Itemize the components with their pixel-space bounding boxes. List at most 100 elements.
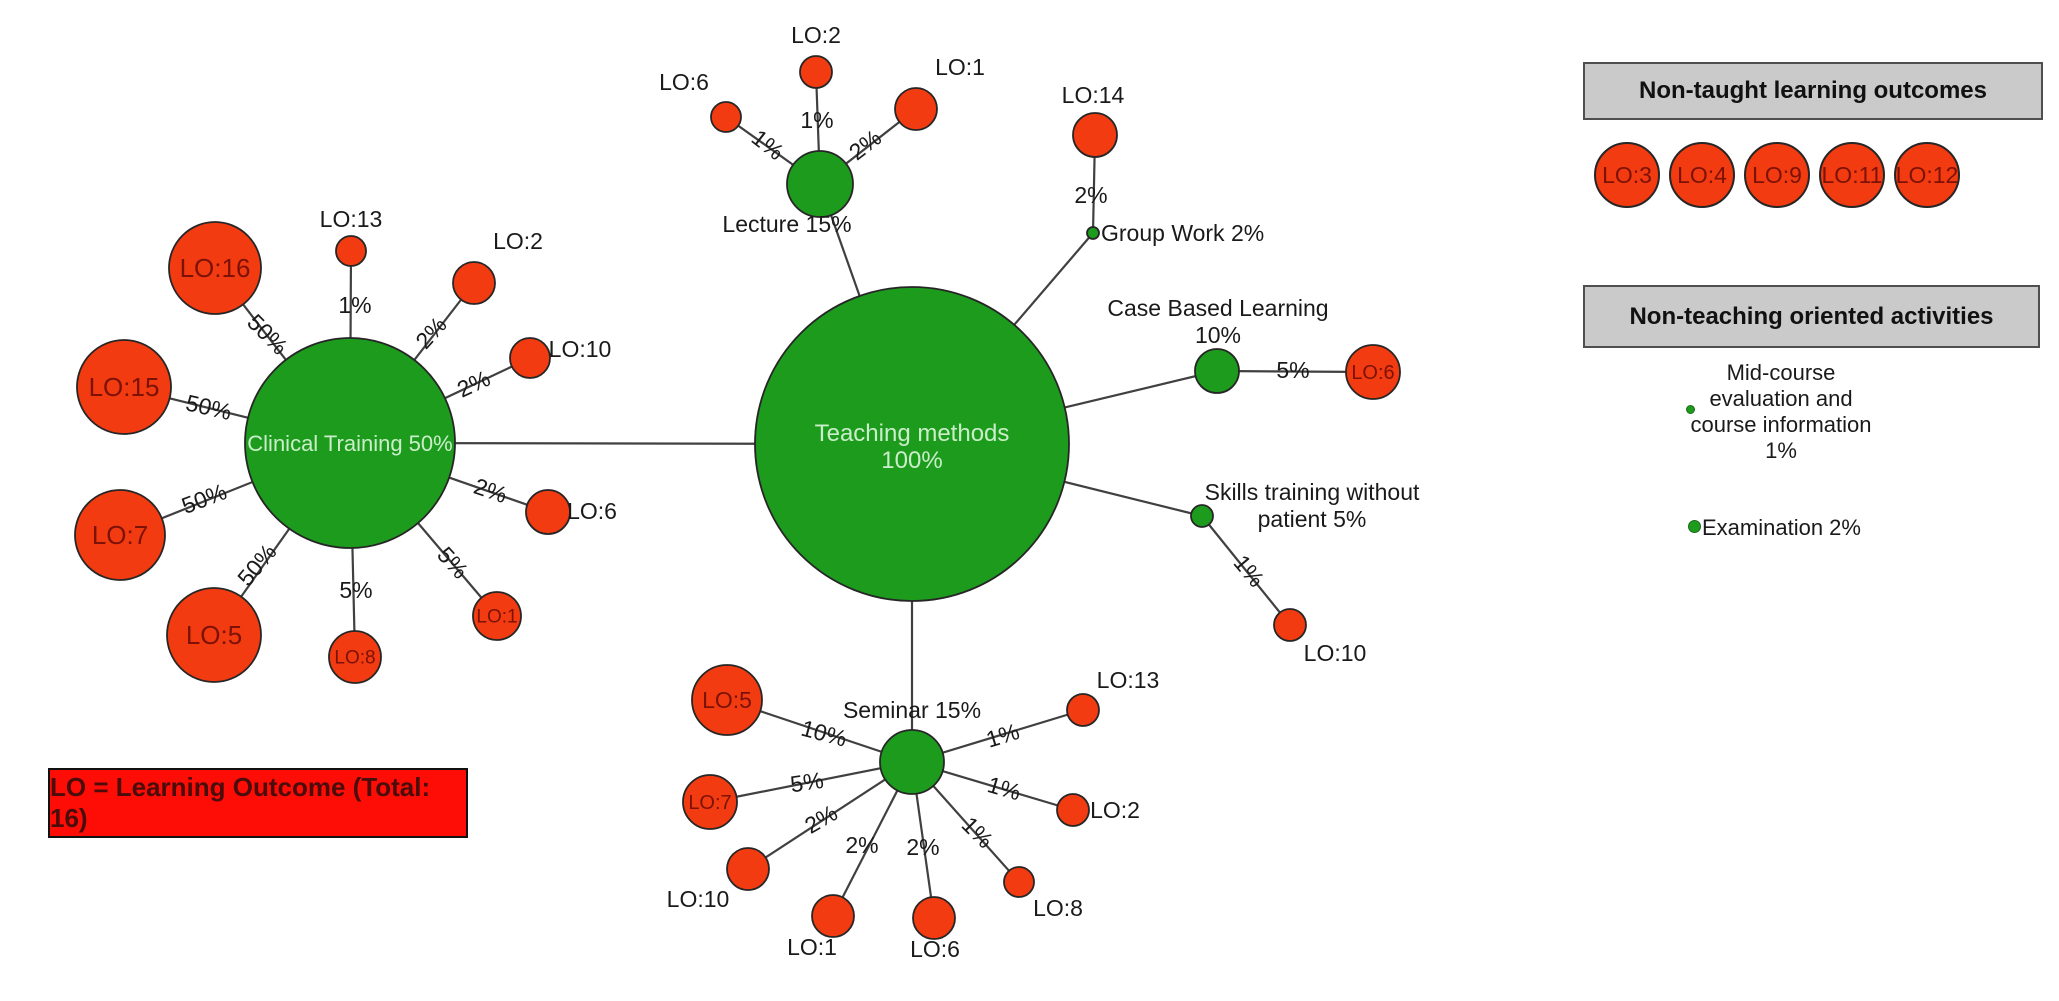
legend-lo-circle: LO:12 bbox=[1894, 142, 1960, 208]
node-ct-lo8 bbox=[328, 630, 382, 684]
lo-note-text: LO = Learning Outcome (Total: 16) bbox=[50, 772, 431, 833]
legend-lo-circle: LO:9 bbox=[1744, 142, 1810, 208]
node-st-lo10 bbox=[1273, 608, 1307, 642]
node-sem-lo2 bbox=[1056, 793, 1090, 827]
label-skills-training: Skills training without bbox=[1205, 479, 1420, 505]
edge-label-clinical-training--ct-lo10: 2% bbox=[453, 365, 494, 403]
label-gw-lo14: LO:14 bbox=[1062, 82, 1125, 108]
label-ct-lo16: LO:16 bbox=[180, 253, 251, 283]
node-ct-lo1 bbox=[472, 591, 522, 641]
node-lec-lo2 bbox=[799, 55, 833, 89]
node-seminar bbox=[879, 729, 945, 795]
label-lec-lo6: LO:6 bbox=[659, 69, 709, 95]
node-gw-lo14 bbox=[1072, 112, 1118, 158]
label-sem-lo13: LO:13 bbox=[1097, 667, 1160, 693]
label-lec-lo2: LO:2 bbox=[791, 22, 841, 48]
edge-label-lecture--lec-lo2: 1% bbox=[800, 107, 833, 133]
label-teaching-methods: Teaching methods bbox=[815, 420, 1010, 447]
examination-entry: Examination 2% bbox=[1702, 515, 1861, 540]
node-ct-lo7 bbox=[74, 489, 166, 581]
label-clinical-training: Clinical Training 50% bbox=[247, 431, 452, 456]
label-lecture: Lecture 15% bbox=[722, 211, 851, 237]
node-sem-lo1 bbox=[811, 894, 855, 938]
edge-label-clinical-training--ct-lo16: 50% bbox=[242, 309, 293, 360]
label-lec-lo1: LO:1 bbox=[935, 54, 985, 80]
label-ct-lo10: LO:10 bbox=[549, 336, 612, 362]
node-ct-lo13 bbox=[335, 235, 367, 267]
edge-label-seminar--sem-lo13: 1% bbox=[983, 718, 1022, 753]
node-cbl-lo6 bbox=[1345, 344, 1401, 400]
label-ct-lo6: LO:6 bbox=[567, 498, 617, 524]
label-ct-lo8: LO:8 bbox=[334, 648, 375, 669]
node-lec-lo1 bbox=[894, 87, 938, 131]
label-case-based-learning: Case Based Learning bbox=[1107, 295, 1328, 321]
edge-label-clinical-training--ct-lo6: 2% bbox=[471, 473, 511, 508]
edge-label-clinical-training--ct-lo15: 50% bbox=[183, 389, 234, 425]
node-sem-lo10 bbox=[726, 847, 770, 891]
legend-non-taught-circles: LO:3 LO:4 LO:9 LO:11 LO:12 bbox=[1594, 142, 1960, 208]
edge-label-clinical-training--ct-lo13: 1% bbox=[338, 292, 371, 318]
mid-course-dot-icon bbox=[1686, 405, 1695, 414]
label-ct-lo7: LO:7 bbox=[92, 520, 148, 550]
node-ct-lo2 bbox=[452, 261, 496, 305]
node-ct-lo15 bbox=[76, 339, 172, 435]
label-ct-lo2: LO:2 bbox=[493, 228, 543, 254]
node-sem-lo5 bbox=[691, 664, 763, 736]
node-ct-lo6 bbox=[525, 489, 571, 535]
node-ct-lo5 bbox=[166, 587, 262, 683]
edge-label-seminar--sem-lo6: 2% bbox=[906, 834, 939, 860]
label-sem-lo7: LO:7 bbox=[688, 792, 731, 814]
label-sem-lo5: LO:5 bbox=[702, 687, 752, 713]
legend-lo-circle: LO:11 bbox=[1819, 142, 1885, 208]
label-group-work: Group Work 2% bbox=[1101, 220, 1264, 246]
edge-label-clinical-training--ct-lo8: 5% bbox=[339, 577, 372, 603]
edge-label-seminar--sem-lo2: 1% bbox=[985, 771, 1024, 805]
node-lecture bbox=[786, 150, 854, 218]
edge-skills-training--st-lo10 bbox=[1201, 515, 1291, 626]
edge-label-clinical-training--ct-lo7: 50% bbox=[178, 478, 230, 519]
node-lec-lo6 bbox=[710, 101, 742, 133]
label-seminar: Seminar 15% bbox=[843, 697, 981, 723]
label-ct-lo15: LO:15 bbox=[89, 372, 160, 402]
node-sem-lo13 bbox=[1066, 693, 1100, 727]
node-ct-lo10 bbox=[509, 337, 551, 379]
label-sem-lo1: LO:1 bbox=[787, 934, 837, 960]
label-ct-lo13: LO:13 bbox=[320, 206, 383, 232]
edge-label-seminar--sem-lo10: 2% bbox=[800, 800, 842, 839]
mid-course-entry: Mid-course evaluation and course informa… bbox=[1690, 360, 1872, 463]
legend-non-taught-title: Non-taught learning outcomes bbox=[1639, 77, 1987, 104]
edge-label-clinical-training--ct-lo5: 50% bbox=[232, 539, 282, 591]
node-sem-lo7 bbox=[682, 774, 738, 830]
legend-non-teaching-title: Non-teaching oriented activities bbox=[1629, 302, 1994, 330]
legend-lo-circle: LO:4 bbox=[1669, 142, 1735, 208]
label-sem-lo6: LO:6 bbox=[910, 936, 960, 962]
legend-non-taught-title-box: Non-taught learning outcomes bbox=[1583, 62, 2043, 120]
label-case-based-learning: 10% bbox=[1195, 322, 1241, 348]
label-st-lo10: LO:10 bbox=[1304, 640, 1367, 666]
edge-seminar--sem-lo7 bbox=[709, 760, 913, 804]
label-sem-lo2: LO:2 bbox=[1090, 797, 1140, 823]
label-cbl-lo6: LO:6 bbox=[1351, 362, 1394, 384]
node-skills-training bbox=[1190, 504, 1214, 528]
label-sem-lo8: LO:8 bbox=[1033, 895, 1083, 921]
edge-label-lecture--lec-lo6: 1% bbox=[747, 124, 789, 165]
edge-label-seminar--sem-lo1: 2% bbox=[845, 832, 878, 858]
node-clinical-training bbox=[244, 337, 456, 549]
node-group-work bbox=[1086, 226, 1100, 240]
label-ct-lo1: LO:1 bbox=[476, 607, 517, 628]
lo-note-box: LO = Learning Outcome (Total: 16) bbox=[48, 768, 468, 838]
label-ct-lo5: LO:5 bbox=[186, 620, 242, 650]
label-teaching-methods: 100% bbox=[881, 447, 942, 474]
legend-non-teaching-title-box: Non-teaching oriented activities bbox=[1583, 285, 2040, 348]
node-sem-lo6 bbox=[912, 896, 956, 940]
node-teaching-methods bbox=[754, 286, 1070, 602]
label-sem-lo10: LO:10 bbox=[667, 886, 730, 912]
edge-label-case-based-learning--cbl-lo6: 5% bbox=[1276, 357, 1309, 383]
label-skills-training: patient 5% bbox=[1258, 506, 1367, 532]
node-ct-lo16 bbox=[168, 221, 262, 315]
legend-lo-circle: LO:3 bbox=[1594, 142, 1660, 208]
edge-label-group-work--gw-lo14: 2% bbox=[1074, 182, 1107, 208]
node-sem-lo8 bbox=[1003, 866, 1035, 898]
